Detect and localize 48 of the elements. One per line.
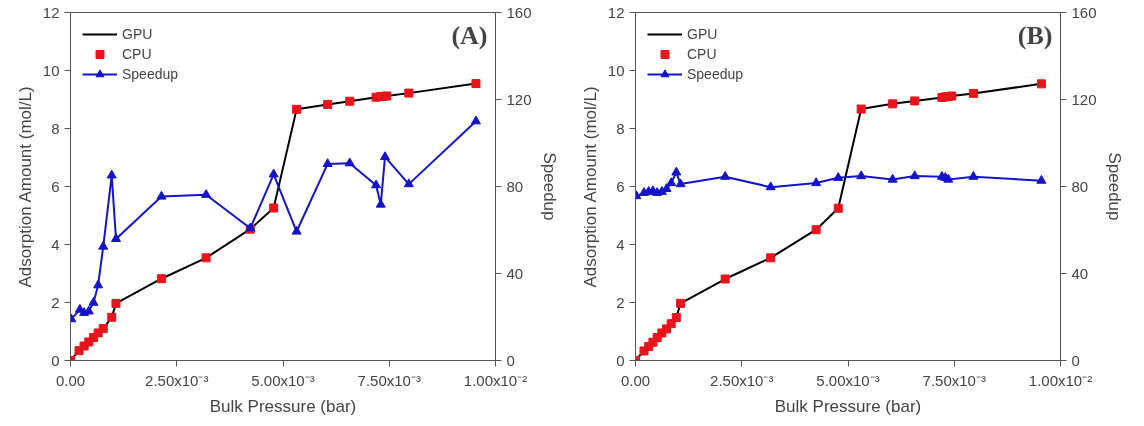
- x-tick-label: 5.00x10⁻³: [816, 371, 880, 389]
- y-tick-label: 12: [607, 3, 625, 21]
- y2-tick-label: 40: [1071, 264, 1089, 282]
- y2-tick-label: 120: [506, 90, 532, 108]
- y-tick-label: 12: [42, 3, 60, 21]
- y-tick-label: 0: [51, 351, 60, 369]
- x-tick-label: 5.00x10⁻³: [251, 371, 315, 389]
- y-tick-label: 6: [51, 177, 60, 195]
- y-tick-label: 10: [42, 61, 60, 79]
- y-tick-label: 4: [616, 235, 625, 253]
- x-tick-label: 1.00x10⁻²: [463, 371, 528, 389]
- x-axis-title: Bulk Pressure (bar): [774, 396, 922, 416]
- y2-axis-title: Speedup: [539, 152, 559, 221]
- legend-label: CPU: [687, 46, 717, 62]
- y2-tick-label: 40: [506, 264, 524, 282]
- y2-axis-title: Speedup: [1104, 152, 1124, 221]
- y2-tick-label: 80: [1071, 177, 1089, 195]
- y2-tick-label: 120: [1071, 90, 1097, 108]
- legend-label: GPU: [122, 26, 153, 42]
- y-tick-label: 8: [51, 119, 60, 137]
- y2-tick-label: 0: [506, 351, 515, 369]
- x-tick-label: 7.50x10⁻³: [922, 371, 986, 389]
- legend-label: Speedup: [687, 66, 744, 82]
- y-tick-label: 2: [51, 293, 60, 311]
- x-tick-label: 0.00: [620, 371, 651, 389]
- y2-tick-label: 160: [1071, 3, 1097, 21]
- legend-label: GPU: [687, 26, 718, 42]
- x-tick-label: 2.50x10⁻³: [145, 371, 209, 389]
- y-tick-label: 2: [616, 293, 625, 311]
- x-tick-label: 1.00x10⁻²: [1028, 371, 1093, 389]
- y-axis-title: Adsorption Amount (mol/L): [580, 86, 600, 288]
- x-tick-label: 2.50x10⁻³: [710, 371, 774, 389]
- y-tick-label: 8: [616, 119, 625, 137]
- x-tick-label: 0.00: [55, 371, 86, 389]
- y-tick-label: 4: [51, 235, 60, 253]
- legend-label: Speedup: [122, 66, 179, 82]
- y2-tick-label: 80: [506, 177, 524, 195]
- y-axis-title: Adsorption Amount (mol/L): [15, 86, 35, 288]
- x-axis-title: Bulk Pressure (bar): [209, 396, 357, 416]
- annotation: (A): [451, 20, 488, 50]
- y-tick-label: 0: [616, 351, 625, 369]
- y2-tick-label: 0: [1071, 351, 1080, 369]
- y-tick-label: 6: [616, 177, 625, 195]
- x-tick-label: 7.50x10⁻³: [357, 371, 421, 389]
- annotation: (B): [1017, 20, 1053, 50]
- y-tick-label: 10: [607, 61, 625, 79]
- legend-label: CPU: [122, 46, 152, 62]
- y2-tick-label: 160: [506, 3, 532, 21]
